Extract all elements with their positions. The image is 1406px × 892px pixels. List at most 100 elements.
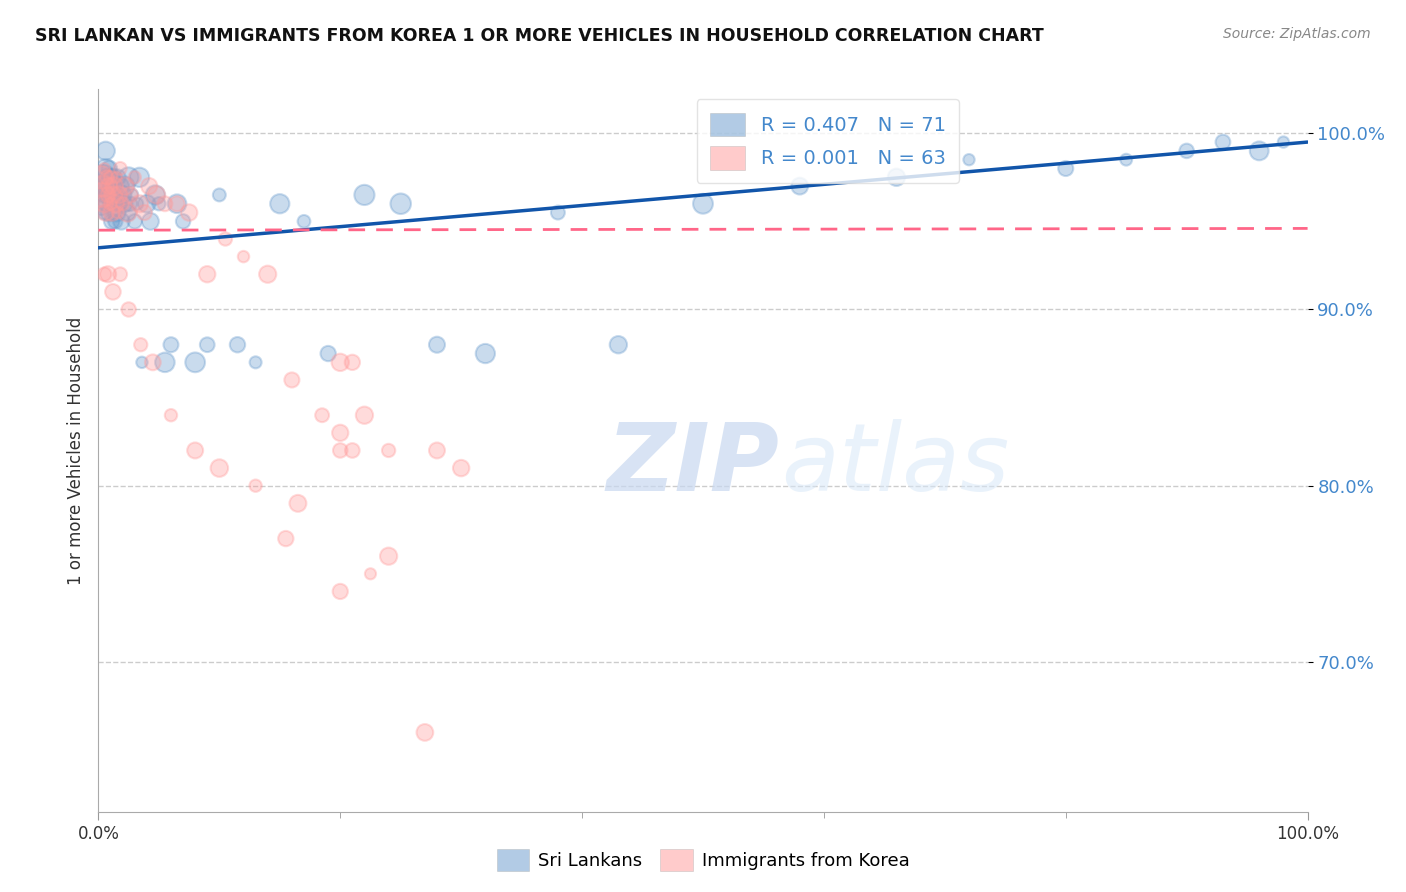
Point (100, 214, 122, 228)
Point (105, 170, 128, 185)
Point (93, 205, 115, 219)
Point (93, 196, 115, 211)
Point (108, 179, 131, 194)
Point (108, 161, 131, 176)
Point (353, 188, 375, 202)
Point (96, 179, 118, 194)
Point (184, 443, 207, 458)
Point (93, 267, 115, 281)
Point (389, 196, 412, 211)
Text: SRI LANKAN VS IMMIGRANTS FROM KOREA 1 OR MORE VEHICLES IN HOUSEHOLD CORRELATION : SRI LANKAN VS IMMIGRANTS FROM KOREA 1 OR… (35, 27, 1043, 45)
Point (114, 179, 136, 194)
Point (292, 214, 315, 228)
Point (208, 188, 231, 202)
Point (329, 425, 352, 440)
Point (104, 214, 127, 228)
Point (108, 196, 131, 211)
Point (413, 725, 436, 739)
Point (121, 188, 143, 202)
Point (118, 170, 141, 185)
Point (138, 179, 160, 194)
Point (142, 355, 165, 369)
Point (107, 170, 129, 185)
Point (153, 355, 176, 369)
Point (256, 267, 278, 281)
Text: Source: ZipAtlas.com: Source: ZipAtlas.com (1223, 27, 1371, 41)
Point (153, 196, 176, 211)
Point (103, 179, 125, 194)
Point (329, 584, 352, 599)
Point (114, 179, 136, 194)
Point (789, 179, 811, 194)
Point (129, 337, 152, 351)
Point (94, 144, 117, 158)
Point (692, 196, 714, 211)
Point (101, 170, 124, 185)
Point (91, 188, 114, 202)
Point (93, 188, 115, 202)
Point (214, 232, 236, 246)
Point (353, 408, 375, 422)
Point (195, 337, 218, 351)
Point (1054, 161, 1077, 176)
Point (105, 188, 128, 202)
Point (98, 205, 121, 219)
Point (105, 205, 128, 219)
Point (287, 496, 309, 510)
Point (269, 196, 291, 211)
Point (124, 214, 146, 228)
Point (886, 170, 908, 185)
Point (111, 188, 134, 202)
Point (329, 443, 352, 458)
Point (166, 196, 188, 211)
Point (607, 337, 630, 351)
Point (90, 170, 112, 185)
Point (100, 170, 122, 185)
Y-axis label: 1 or more Vehicles in Household: 1 or more Vehicles in Household (66, 317, 84, 584)
Point (160, 408, 183, 422)
Point (377, 443, 399, 458)
Text: atlas: atlas (782, 419, 1010, 510)
Point (107, 205, 129, 219)
Point (342, 355, 364, 369)
Point (97, 188, 120, 202)
Point (245, 355, 267, 369)
Point (160, 337, 183, 351)
Legend: R = 0.407   N = 71, R = 0.001   N = 63: R = 0.407 N = 71, R = 0.001 N = 63 (696, 99, 959, 184)
Point (93, 161, 115, 176)
Point (184, 355, 207, 369)
Point (124, 170, 146, 185)
Legend: Sri Lankans, Immigrants from Korea: Sri Lankans, Immigrants from Korea (489, 842, 917, 879)
Point (98, 161, 121, 176)
Point (195, 267, 218, 281)
Point (97, 267, 120, 281)
Point (274, 532, 297, 546)
Point (110, 214, 132, 228)
Point (316, 346, 339, 360)
Point (1272, 135, 1295, 149)
Point (118, 196, 141, 211)
Point (94, 205, 117, 219)
Point (148, 196, 170, 211)
Point (342, 443, 364, 458)
Point (118, 302, 141, 317)
Point (100, 196, 122, 211)
Point (100, 170, 122, 185)
Point (117, 205, 139, 219)
Point (1249, 144, 1271, 158)
Point (143, 188, 166, 202)
Point (96, 170, 118, 185)
Point (426, 337, 449, 351)
Point (127, 196, 149, 211)
Point (96, 196, 118, 211)
Point (100, 205, 122, 219)
Point (1212, 135, 1234, 149)
Point (145, 188, 167, 202)
Point (281, 373, 304, 387)
Point (226, 337, 249, 351)
Point (208, 461, 231, 475)
Point (474, 346, 496, 360)
Point (134, 205, 156, 219)
Point (97, 170, 120, 185)
Point (108, 267, 131, 281)
